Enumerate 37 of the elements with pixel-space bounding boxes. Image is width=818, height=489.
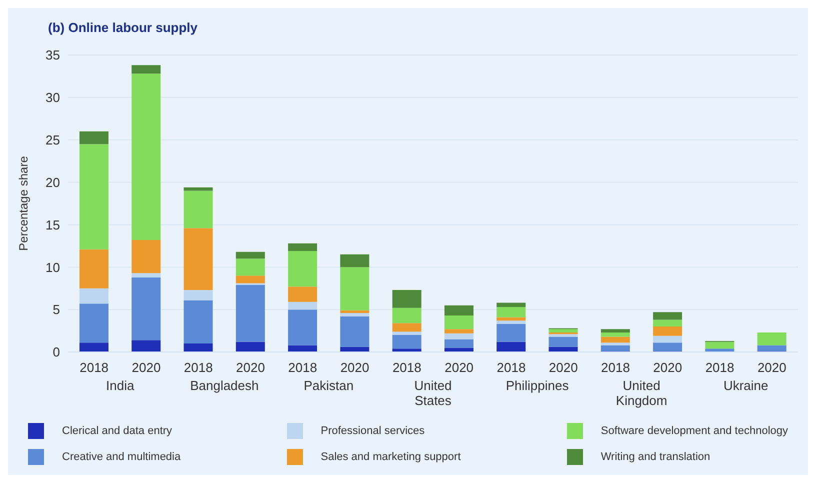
x-tick-label: 2018 xyxy=(184,360,213,375)
x-tick-label: 2018 xyxy=(288,360,318,375)
text: Bangladesh xyxy=(190,378,259,393)
y-tick-label: 0 xyxy=(52,344,60,360)
chart-title: (b) Online labour supply xyxy=(47,19,198,35)
legend-label: Creative and multimedia xyxy=(62,451,181,463)
x-tick-label: 2020 xyxy=(653,360,682,375)
legend-label: Professional services xyxy=(320,425,425,437)
text: United States xyxy=(414,378,452,408)
y-tick-label: 30 xyxy=(46,90,60,106)
legend-label: Writing and translation xyxy=(600,451,710,463)
text: Philippines xyxy=(506,378,570,393)
x-tick-label: 2020 xyxy=(132,360,161,375)
x-tick-label: 2020 xyxy=(340,360,370,375)
x-tick-label: 2020 xyxy=(757,360,786,375)
x-tick-label: 2020 xyxy=(236,360,265,375)
text: India xyxy=(106,378,135,393)
legend-label: Sales and marketing support xyxy=(320,451,461,463)
x-tick-label: 2018 xyxy=(80,360,109,375)
x-tick-label: 2018 xyxy=(392,360,422,375)
x-tick-label: 2020 xyxy=(444,360,474,375)
x-tick-label: 2018 xyxy=(705,360,734,375)
legend-label: Clerical and data entry xyxy=(62,425,172,437)
text: Ukraine xyxy=(723,378,768,393)
x-tick-label: 2020 xyxy=(548,360,578,375)
y-axis-title: Percentage share xyxy=(16,156,30,251)
text: United Kingdom xyxy=(616,378,668,408)
y-tick-label: 25 xyxy=(46,132,60,148)
y-tick-label: 20 xyxy=(46,174,60,190)
y-tick-label: 10 xyxy=(46,260,60,275)
y-tick-label: 35 xyxy=(46,48,60,63)
text: Pakistan xyxy=(304,378,354,393)
x-tick-label: 2018 xyxy=(496,360,526,375)
legend-label: Software development and technology xyxy=(600,425,788,437)
x-tick-label: 2018 xyxy=(601,360,630,375)
y-tick-label: 15 xyxy=(46,217,60,232)
y-tick-label: 5 xyxy=(52,302,60,318)
